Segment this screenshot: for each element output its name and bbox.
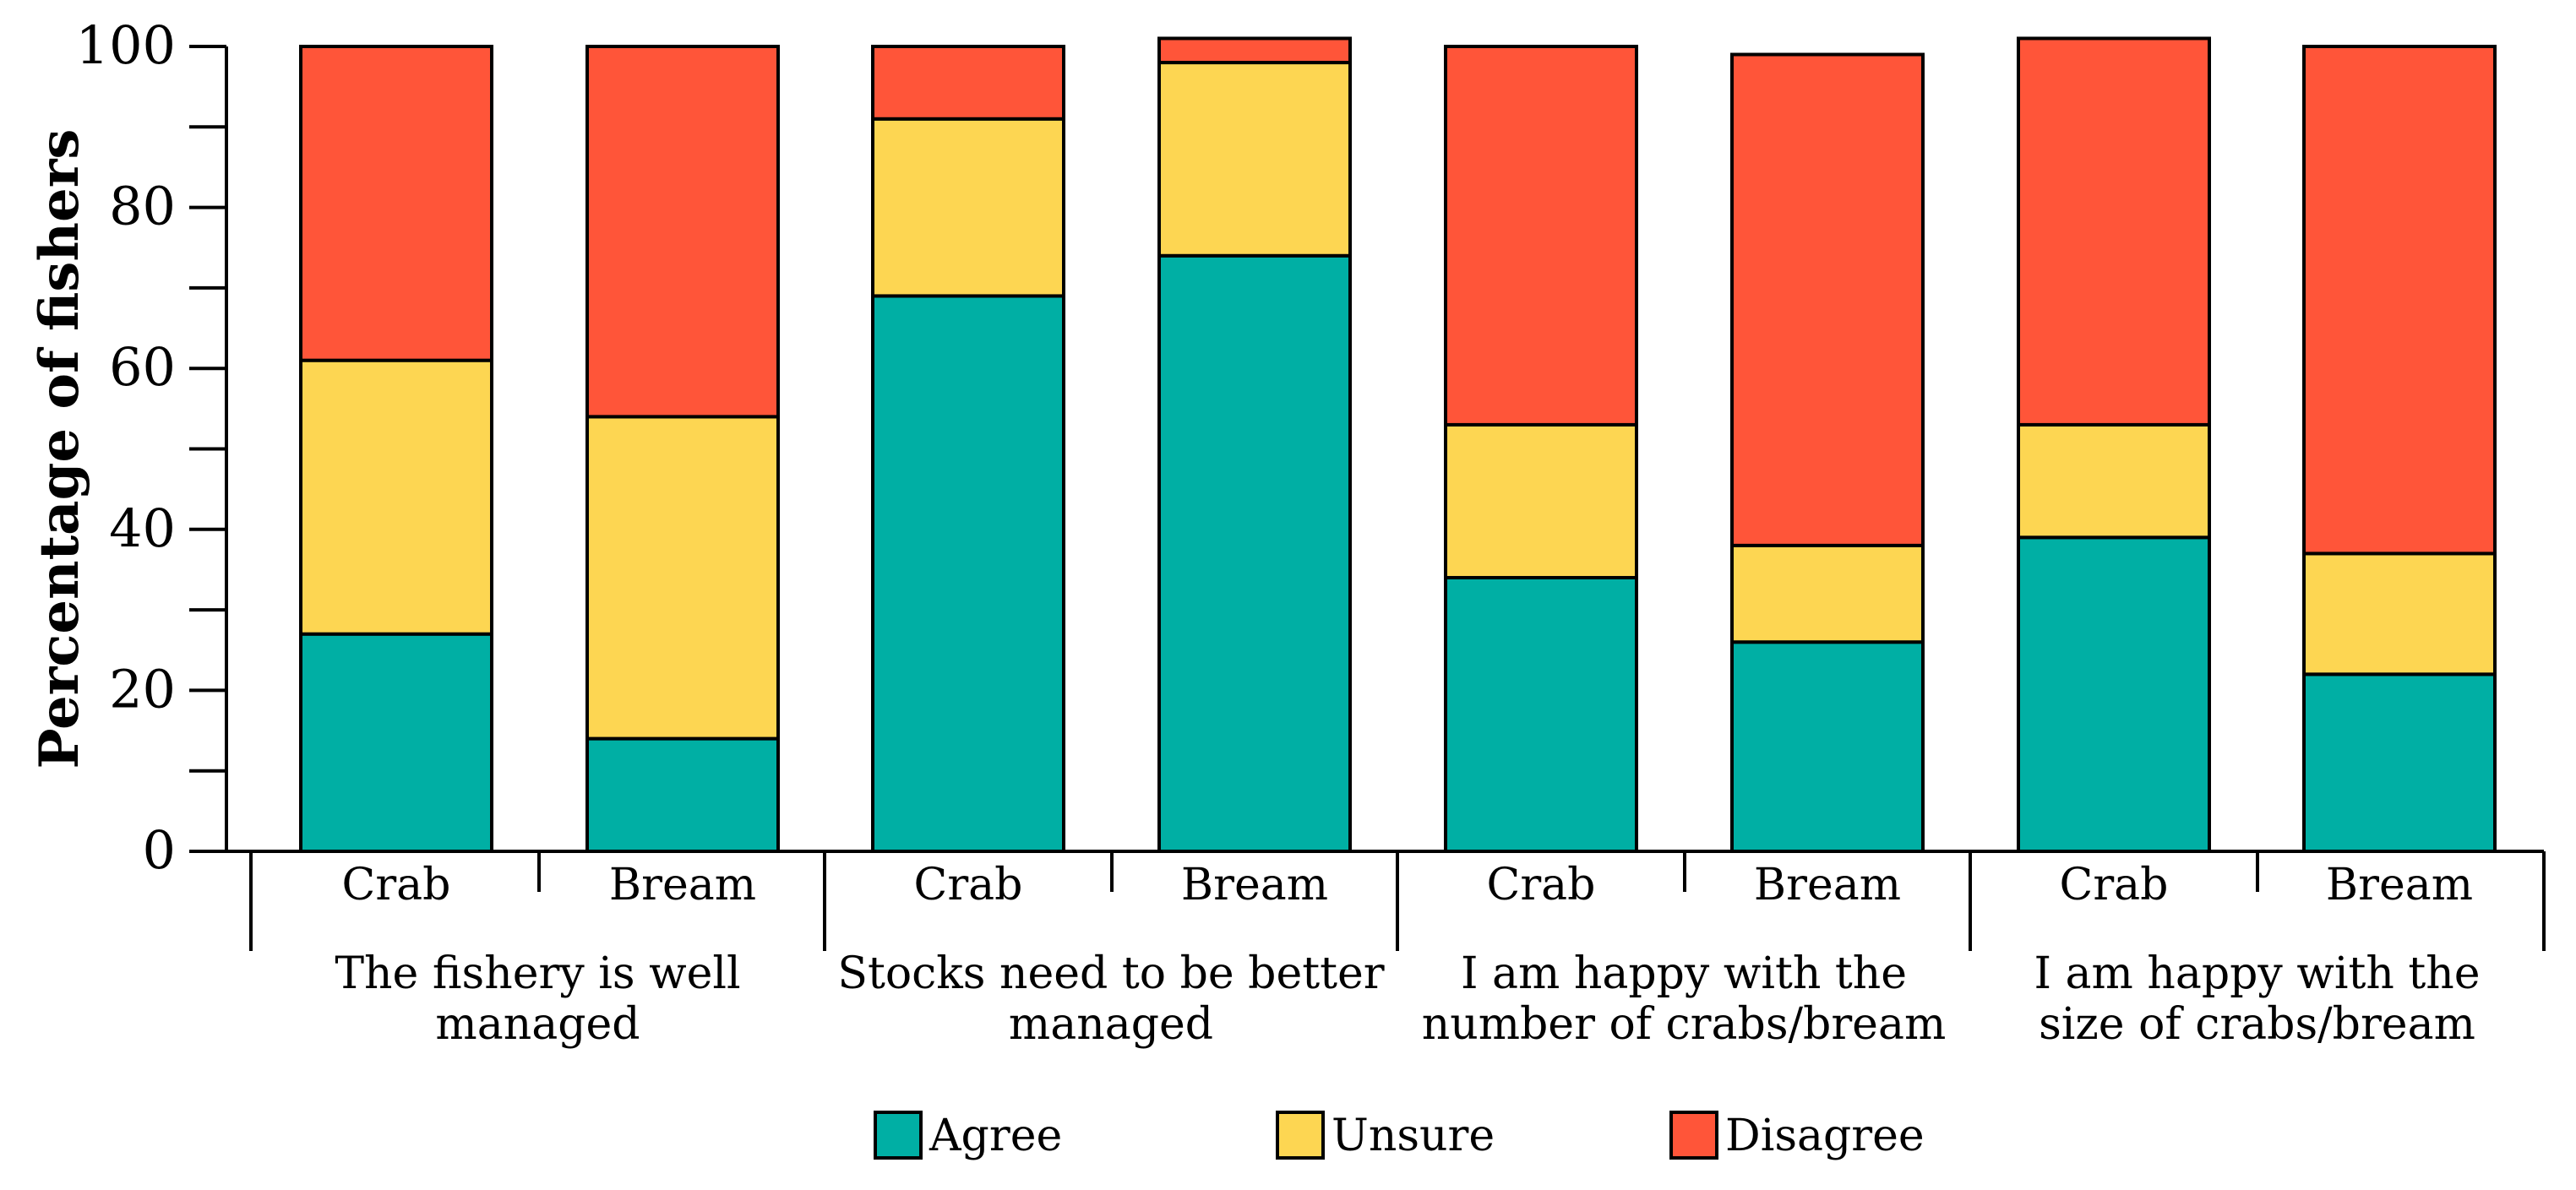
y-tick-label: 100	[76, 14, 176, 76]
bar-segment-unsure	[585, 415, 780, 741]
legend-label-disagree: Disagree	[1725, 1111, 1925, 1161]
x-group-label: managed	[435, 999, 640, 1050]
x-group-label: managed	[1009, 999, 1213, 1050]
y-tick-label: 80	[109, 176, 176, 237]
bar-segment-unsure	[1157, 61, 1352, 258]
bar-segment-unsure	[2302, 552, 2497, 677]
legend-swatch-agree	[874, 1111, 923, 1160]
y-tick-label: 20	[109, 658, 176, 720]
x-bar-label: Crab	[1487, 860, 1596, 910]
y-tick-label: 0	[143, 819, 176, 881]
legend-swatch-disagree	[1669, 1111, 1718, 1160]
x-bar-label: Crab	[342, 860, 451, 910]
bar-segment-agree	[585, 736, 780, 854]
bar-segment-agree	[299, 632, 493, 853]
x-group-label: I am happy with the	[1461, 948, 1907, 999]
x-bar-label: Bream	[1181, 860, 1328, 910]
bar-segment-disagree	[2017, 36, 2211, 427]
x-group-label: number of crabs/bream	[1422, 999, 1947, 1050]
bar-segment-agree	[2302, 672, 2497, 854]
x-group-label: Stocks need to be better	[837, 948, 1384, 999]
bar-segment-disagree	[1444, 45, 1638, 427]
y-axis-title: Percentage of fishers	[28, 129, 91, 769]
bar-segment-agree	[1157, 253, 1352, 853]
bar-segment-agree	[1730, 640, 1925, 853]
bar-segment-disagree	[1157, 36, 1352, 65]
bar-segment-disagree	[585, 45, 780, 419]
y-tick-label: 40	[109, 497, 176, 559]
legend-label-unsure: Unsure	[1332, 1111, 1495, 1161]
legend-swatch-unsure	[1276, 1111, 1325, 1160]
y-tick-label: 60	[109, 336, 176, 398]
legend-label-agree: Agree	[929, 1111, 1062, 1161]
bar-segment-disagree	[299, 45, 493, 362]
bar-segment-agree	[2017, 535, 2211, 854]
bar-segment-agree	[1444, 575, 1638, 853]
bar-segment-unsure	[1730, 543, 1925, 644]
bar-segment-disagree	[2302, 45, 2497, 556]
bar-segment-agree	[871, 294, 1065, 853]
bar-segment-unsure	[299, 358, 493, 636]
x-bar-label: Bream	[1754, 860, 1901, 910]
x-group-label: The fishery is well	[335, 948, 740, 999]
x-group-label: size of crabs/bream	[2039, 999, 2475, 1050]
x-bar-label: Bream	[609, 860, 756, 910]
x-group-label: I am happy with the	[2034, 948, 2480, 999]
x-bar-label: Bream	[2326, 860, 2473, 910]
bar-segment-unsure	[871, 117, 1065, 298]
bar-segment-unsure	[2017, 422, 2211, 540]
bar-segment-unsure	[1444, 422, 1638, 579]
x-bar-label: Crab	[2060, 860, 2169, 910]
bar-segment-disagree	[1730, 52, 1925, 547]
x-bar-label: Crab	[914, 860, 1023, 910]
bar-segment-disagree	[871, 45, 1065, 121]
